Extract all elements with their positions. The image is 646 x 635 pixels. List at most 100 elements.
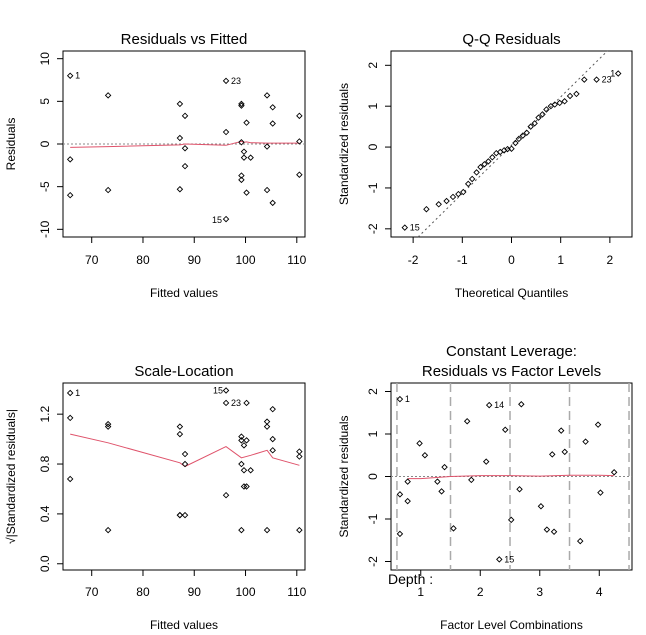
data-point	[176, 185, 184, 193]
x-axis-label: Theoretical Quantiles	[455, 286, 568, 300]
y-tick-label: 0	[366, 473, 380, 480]
point-label: 14	[494, 400, 504, 410]
x-tick-label: 0	[508, 253, 515, 267]
data-point	[247, 154, 254, 161]
data-point	[296, 526, 303, 534]
y-tick-label: -1	[366, 513, 380, 524]
x-tick-label: 110	[287, 253, 306, 267]
data-point	[404, 497, 411, 505]
data-point	[238, 102, 245, 109]
data-point	[243, 437, 250, 444]
data-point	[296, 453, 303, 460]
data-point	[176, 511, 184, 519]
data-point	[222, 387, 230, 394]
data-point	[610, 469, 618, 476]
data-point	[263, 526, 271, 534]
data-point	[551, 101, 559, 108]
data-point	[531, 120, 538, 127]
data-point	[539, 111, 546, 118]
data-point	[181, 112, 189, 120]
data-point	[296, 171, 303, 178]
x-tick-label: 80	[136, 253, 150, 267]
data-point	[104, 526, 112, 534]
smoother-line	[70, 140, 300, 148]
y-tick-label: -10	[38, 220, 52, 238]
factor-name-label: Depth :	[388, 571, 433, 587]
data-point	[181, 450, 189, 458]
x-tick-label: 2	[477, 585, 484, 599]
data-point	[238, 433, 245, 440]
y-axis-label: √|Standardized residuals|	[4, 409, 18, 544]
panel-4: Constant Leverage: Residuals vs Factor Le…	[337, 343, 633, 632]
data-point	[441, 463, 448, 471]
data-point	[396, 530, 404, 538]
y-tick-label: 0.0	[38, 555, 52, 572]
data-point	[489, 154, 496, 161]
chart-subtitle: Residuals vs Factor Levels	[422, 363, 601, 380]
data-point	[240, 442, 248, 449]
data-point	[556, 99, 563, 107]
data-point	[561, 448, 568, 456]
data-point	[263, 423, 271, 430]
data-point	[238, 139, 245, 146]
x-tick-label: 1	[417, 585, 424, 599]
data-point	[238, 437, 245, 444]
point-label: 1	[75, 388, 80, 398]
smoother-line	[70, 433, 300, 468]
data-point	[176, 100, 184, 108]
data-point	[421, 452, 429, 459]
chart-title: Q-Q Residuals	[462, 31, 560, 48]
data-point	[473, 169, 480, 176]
point-label: 1	[610, 68, 615, 78]
data-point	[66, 389, 74, 397]
data-point	[243, 119, 250, 126]
point-label: 15	[213, 385, 223, 395]
data-point	[573, 90, 580, 98]
x-tick-label: 100	[236, 253, 256, 267]
data-point	[416, 440, 423, 447]
y-axis-label: Residuals	[4, 118, 18, 171]
panel-1: Residuals vs Fitted Fitted values Residual…	[4, 31, 307, 300]
panel-3: Scale-Location Fitted values √|Standardize…	[4, 363, 307, 632]
chart-title: Scale-Location	[134, 363, 233, 380]
data-point	[181, 145, 189, 152]
y-tick-label: 0	[366, 143, 380, 150]
data-point	[269, 199, 276, 207]
y-tick-label: 1	[366, 430, 380, 437]
point-label: 23	[231, 398, 241, 408]
data-point	[468, 476, 475, 484]
data-point	[263, 92, 271, 99]
data-point	[181, 460, 189, 468]
point-label: 23	[602, 75, 612, 85]
x-tick-label: 110	[287, 585, 306, 599]
data-point	[450, 525, 457, 532]
data-point	[240, 467, 248, 474]
data-point	[464, 180, 472, 188]
plot-frame	[390, 50, 633, 238]
y-tick-label: -2	[366, 223, 380, 234]
y-tick-label: 2	[366, 62, 380, 69]
data-point	[247, 467, 254, 474]
data-point	[435, 201, 442, 208]
data-point	[104, 186, 112, 194]
data-point	[269, 104, 276, 111]
data-point	[468, 175, 476, 183]
point-label: 15	[504, 554, 514, 564]
data-point	[296, 112, 303, 120]
data-point	[222, 77, 230, 85]
data-point	[396, 395, 404, 403]
data-point	[481, 160, 488, 168]
data-point	[243, 189, 250, 196]
data-point	[482, 458, 490, 465]
data-point	[263, 186, 271, 194]
x-tick-label: -1	[457, 253, 468, 267]
x-tick-label: 1	[557, 253, 564, 267]
y-tick-label: -2	[366, 556, 380, 567]
data-point	[477, 163, 484, 171]
data-point	[516, 486, 523, 493]
y-tick-label: 0.4	[38, 505, 52, 522]
data-point	[238, 176, 245, 184]
data-point	[519, 132, 527, 139]
smoother-line	[407, 474, 615, 480]
